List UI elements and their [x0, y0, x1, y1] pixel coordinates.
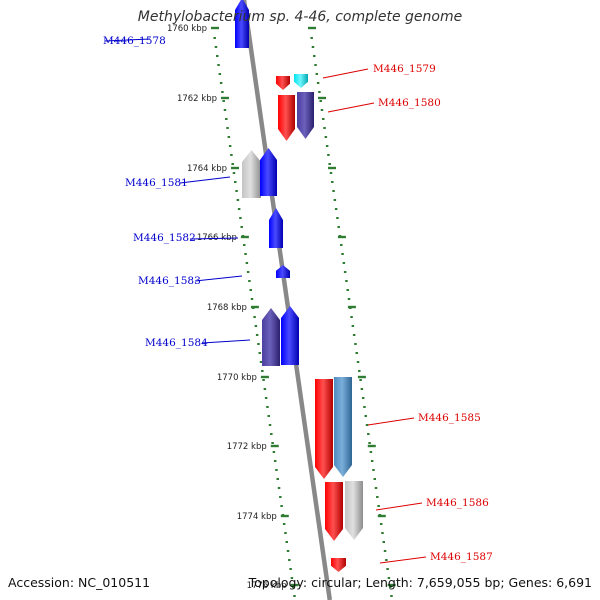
cds-1586[interactable]	[345, 481, 363, 540]
gene-leader-line	[201, 339, 251, 344]
kbp-label: 1774 kbp	[237, 512, 277, 522]
gene-label[interactable]: M446_1580	[378, 97, 441, 109]
cds-1580[interactable]	[297, 92, 314, 139]
gene-1578[interactable]	[235, 0, 249, 48]
gene-label[interactable]: M446_1578	[103, 35, 166, 47]
gene-1579[interactable]	[276, 76, 290, 90]
gene-label[interactable]: M446_1587	[430, 551, 493, 563]
gene-leader-line	[379, 556, 427, 564]
gene-leader-line	[375, 502, 423, 511]
gene-label[interactable]: M446_1585	[418, 412, 481, 424]
gene-leader-line	[194, 275, 243, 282]
kbp-label: 1764 kbp	[187, 164, 227, 174]
kbp-label: 1760 kbp	[167, 24, 207, 34]
kbp-label: 1768 kbp	[207, 303, 247, 313]
gene-1580[interactable]	[278, 95, 295, 141]
gene-label[interactable]: M446_1583	[138, 275, 201, 287]
gene-label[interactable]: M446_1579	[373, 63, 436, 75]
gene-1584[interactable]	[281, 306, 299, 365]
kbp-label: 1772 kbp	[227, 442, 267, 452]
cds-1581[interactable]	[242, 150, 261, 198]
gene-leader-line	[322, 68, 369, 79]
gene-label[interactable]: M446_1581	[125, 177, 188, 189]
gene-1585[interactable]	[315, 379, 333, 479]
gene-label[interactable]: M446_1582	[133, 232, 196, 244]
gene-leader-line	[189, 237, 239, 240]
page-title: Methylobacterium sp. 4-46, complete geno…	[137, 9, 463, 25]
kbp-label: 1776 kbp	[247, 581, 287, 591]
gene-leader-line	[367, 417, 415, 426]
gene-leader-line	[179, 176, 231, 184]
cds-1579[interactable]	[294, 74, 308, 88]
gene-label[interactable]: M446_1584	[145, 337, 208, 349]
cds-1585[interactable]	[334, 377, 352, 477]
gene-label[interactable]: M446_1586	[426, 497, 489, 509]
cds-1584[interactable]	[262, 308, 280, 366]
gene-leader-line	[104, 38, 151, 42]
gene-leader-line	[327, 102, 375, 113]
genome-backbone	[241, 0, 333, 600]
gene-1581[interactable]	[260, 148, 277, 196]
gene-1582[interactable]	[269, 208, 283, 248]
gene-1586[interactable]	[325, 482, 343, 541]
kbp-label: 1770 kbp	[217, 373, 257, 383]
topology-info: Topology: circular; Length: 7,659,055 bp…	[248, 575, 592, 590]
gene-1583[interactable]	[276, 265, 290, 278]
kbp-label: 1762 kbp	[177, 94, 217, 104]
accession-label: Accession: NC_010511	[8, 575, 151, 590]
gene-1587[interactable]	[331, 558, 346, 572]
